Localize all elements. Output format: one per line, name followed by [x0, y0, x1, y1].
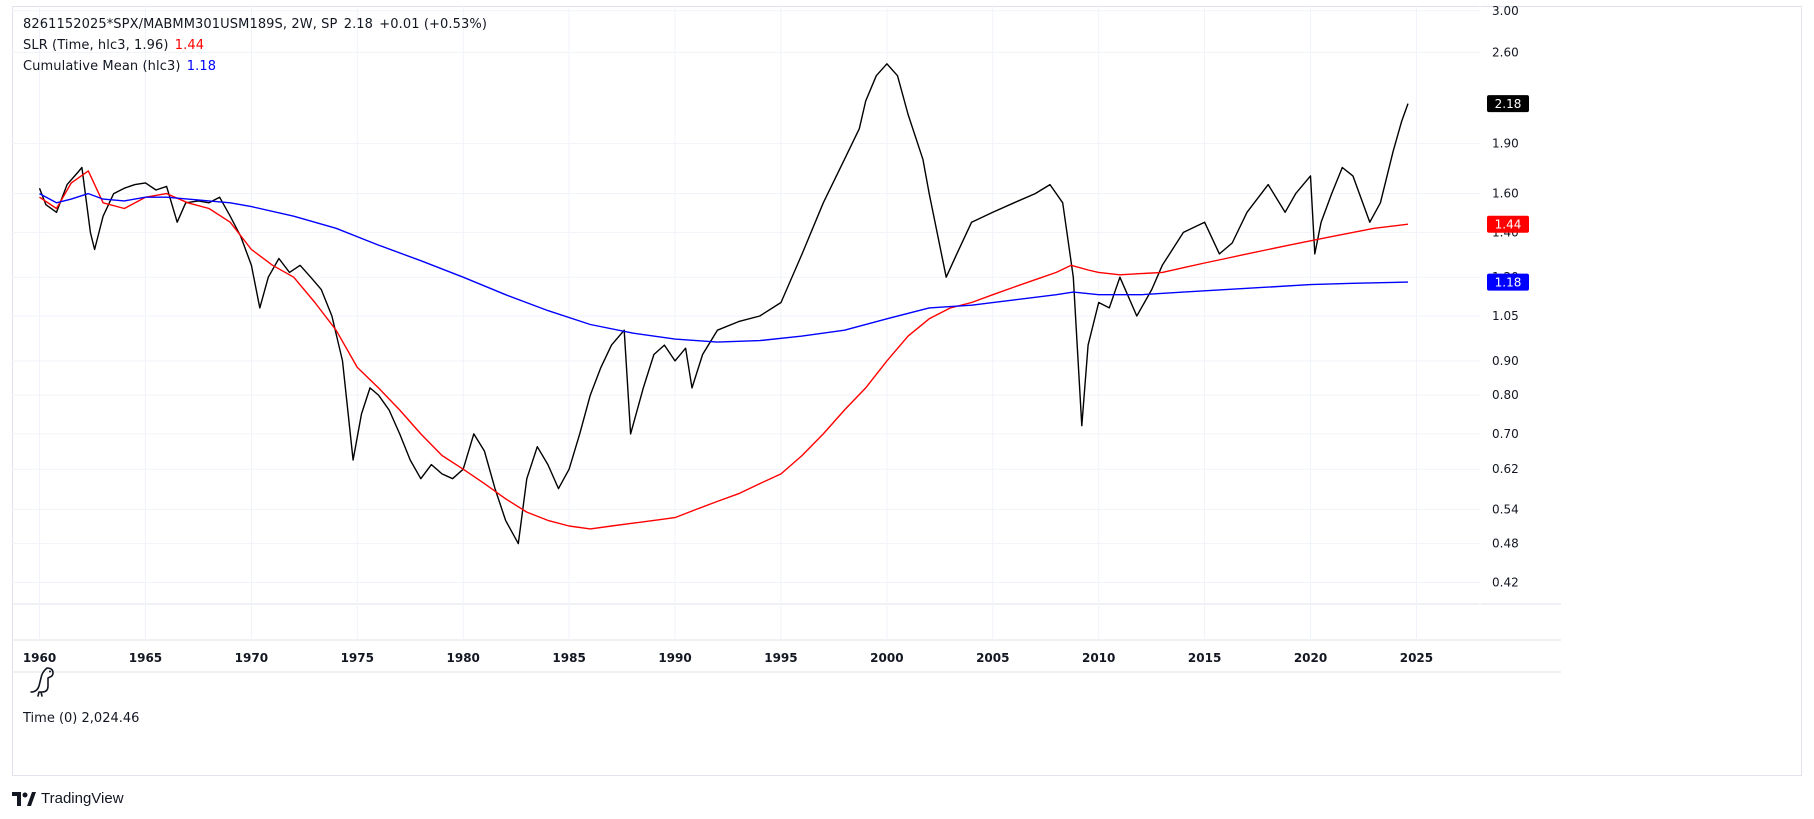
tradingview-brand-label: TradingView — [41, 790, 124, 807]
x-tick-label: 2015 — [1188, 651, 1221, 665]
y-tick-label: 0.70 — [1492, 427, 1519, 441]
x-tick-label: 2005 — [976, 651, 1009, 665]
x-tick-label: 1975 — [341, 651, 374, 665]
chart-frame — [12, 6, 1802, 776]
cm-legend[interactable]: Cumulative Mean (hlc3) 1.18 — [23, 59, 218, 74]
x-tick-label: 2025 — [1400, 651, 1433, 665]
last-value-badge — [1487, 215, 1529, 233]
x-tick-label: 1995 — [764, 651, 797, 665]
y-tick-label: 3.00 — [1492, 4, 1519, 18]
time-indicator-label: Time (0) — [23, 711, 78, 726]
y-tick-label: 0.90 — [1492, 354, 1519, 368]
dinosaur-logo-icon — [30, 667, 54, 697]
symbol-legend-change: +0.01 (+0.53%) — [379, 17, 488, 32]
y-tick-label: 1.60 — [1492, 187, 1519, 201]
y-tick-label: 0.42 — [1492, 575, 1519, 589]
x-tick-label: 1970 — [235, 651, 268, 665]
slr-legend[interactable]: SLR (Time, hlc3, 1.96) 1.44 — [23, 38, 206, 53]
cm-legend-value: 1.18 — [186, 59, 217, 74]
series-line-cumulative-mean — [39, 192, 1409, 343]
slr-legend-label: SLR (Time, hlc3, 1.96) — [23, 38, 169, 53]
tradingview-logo-icon — [12, 791, 36, 806]
symbol-legend-value: 2.18 — [343, 17, 374, 32]
x-tick-label: 1990 — [658, 651, 691, 665]
series-line-slr — [39, 170, 1409, 530]
x-tick-label: 2020 — [1294, 651, 1327, 665]
x-tick-label: 2000 — [870, 651, 903, 665]
x-tick-label: 1980 — [447, 651, 480, 665]
time-indicator-value: 2,024.46 — [81, 711, 140, 726]
y-tick-label: 1.90 — [1492, 137, 1519, 151]
y-tick-label: 1.05 — [1492, 309, 1519, 323]
symbol-legend[interactable]: 8261152025*SPX/MABMM301USM189S, 2W, SP 2… — [23, 17, 489, 32]
last-value-label: 1.18 — [1495, 276, 1522, 290]
y-tick-label: 0.62 — [1492, 462, 1519, 476]
cm-legend-label: Cumulative Mean (hlc3) — [23, 59, 181, 74]
y-tick-label: 0.48 — [1492, 537, 1519, 551]
last-value-label: 1.44 — [1495, 218, 1522, 232]
symbol-legend-label: 8261152025*SPX/MABMM301USM189S, 2W, SP — [23, 17, 338, 32]
x-tick-label: 2010 — [1082, 651, 1115, 665]
last-value-label: 2.18 — [1495, 97, 1522, 111]
y-tick-label: 2.60 — [1492, 45, 1519, 59]
y-tick-label: 0.80 — [1492, 388, 1519, 402]
y-tick-label: 0.54 — [1492, 502, 1519, 516]
x-tick-label: 1965 — [129, 651, 162, 665]
slr-legend-value: 1.44 — [174, 38, 205, 53]
x-tick-label: 1985 — [552, 651, 585, 665]
tradingview-brand[interactable]: TradingView — [12, 790, 124, 807]
series-line-price — [38, 63, 1409, 545]
last-value-badge — [1487, 273, 1529, 291]
last-value-badge — [1487, 95, 1529, 113]
time-indicator-legend[interactable]: Time (0) 2,024.46 — [23, 711, 139, 726]
x-tick-label: 1960 — [23, 651, 56, 665]
